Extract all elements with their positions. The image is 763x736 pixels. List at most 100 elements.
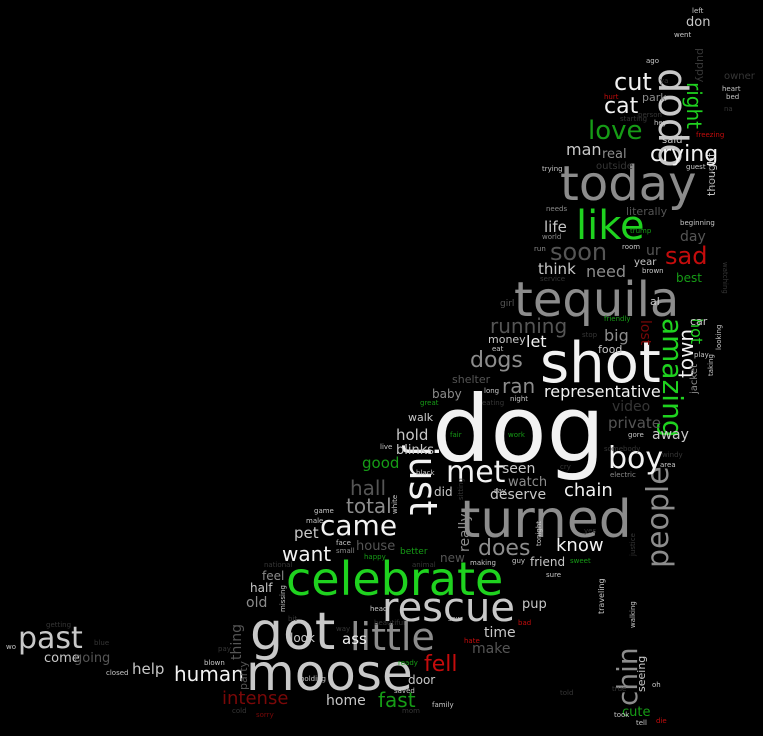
word: run [534, 245, 546, 253]
word: left [692, 7, 704, 15]
word: beginning [680, 219, 715, 227]
word: justice [629, 533, 637, 556]
word: home [326, 693, 366, 709]
word: somebody [604, 445, 641, 453]
word: freezing [696, 131, 725, 139]
word: private [608, 414, 662, 432]
word: big [604, 326, 629, 345]
word: rescue [382, 585, 515, 631]
word: outside [596, 161, 633, 172]
word: seen [502, 461, 536, 477]
word: hey [654, 119, 667, 127]
word: cry [560, 463, 571, 471]
word: small [336, 547, 355, 555]
word: ya [660, 77, 669, 85]
word: male [306, 517, 324, 525]
word: ago [646, 57, 660, 65]
word: fell [424, 652, 458, 677]
word: black [416, 469, 435, 477]
word: cold [232, 707, 247, 715]
word: boy [608, 441, 664, 476]
word: wo [6, 643, 17, 651]
word: moose [246, 644, 413, 702]
word: house [356, 539, 396, 554]
word: know [556, 535, 604, 556]
word: walking [629, 601, 637, 628]
word: trump [630, 227, 652, 235]
word: sure [546, 571, 562, 579]
word: electric [610, 471, 636, 479]
word: eat [492, 345, 504, 353]
word: game [314, 507, 334, 515]
word: really [457, 513, 473, 552]
word: party [237, 660, 250, 690]
word: friend [530, 555, 566, 569]
word: soon [550, 238, 608, 266]
word: life [544, 218, 567, 236]
word: beautiful [374, 619, 406, 627]
word: tonight [535, 520, 543, 546]
word: girl [500, 299, 515, 309]
word: sorry [256, 711, 274, 719]
word: taking [707, 354, 715, 376]
word: al [650, 295, 660, 308]
word: sweet [570, 557, 591, 565]
word: shelter [452, 373, 491, 386]
word: night [510, 395, 529, 403]
word: friendly [604, 315, 631, 323]
word: bad [518, 619, 532, 627]
word: said [662, 135, 683, 146]
word: like [576, 203, 645, 249]
word: come [44, 651, 80, 666]
word: puppy [694, 48, 707, 83]
word: fair [450, 431, 462, 439]
word: blown [204, 659, 225, 667]
word: yes [584, 527, 597, 535]
word: chain [564, 480, 613, 501]
word: pay [218, 645, 231, 653]
word: hate [464, 637, 480, 645]
word: going [74, 651, 111, 666]
word: national [264, 561, 293, 569]
word: work [508, 431, 525, 439]
word: bit [288, 615, 298, 623]
word: blinks [396, 443, 435, 458]
word: saw [448, 615, 462, 623]
word: happy [364, 553, 386, 561]
word: better [400, 547, 428, 557]
word: seeing [635, 655, 648, 692]
word: told [560, 689, 574, 697]
word: away [652, 427, 689, 443]
word: watch [508, 475, 548, 490]
word: ur [646, 243, 661, 259]
word: watching [721, 262, 729, 294]
word: little [350, 615, 435, 659]
word: thing [229, 623, 245, 660]
word: live [380, 443, 393, 451]
word: cat [604, 94, 639, 119]
word: new [440, 551, 465, 565]
word: man [566, 140, 602, 159]
word: best [676, 271, 702, 285]
word: dogs [470, 348, 523, 373]
word: way [336, 625, 351, 633]
word: brown [642, 267, 664, 275]
word: intense [222, 688, 289, 709]
word: oh [652, 681, 661, 689]
word: stop [582, 331, 598, 339]
word: baby [432, 387, 462, 401]
word: owner [724, 71, 755, 82]
word: room [622, 243, 641, 251]
word: sad [665, 242, 708, 270]
word: missing [279, 585, 287, 612]
word: holding [300, 675, 326, 683]
word: play [694, 351, 709, 359]
word: want [282, 542, 332, 566]
word: year [634, 257, 657, 268]
word: celebrate [286, 552, 504, 606]
word: representative [544, 382, 661, 401]
word: video [612, 399, 651, 415]
word: die [656, 717, 667, 725]
word: hall [350, 476, 387, 500]
word: guy [512, 557, 526, 565]
